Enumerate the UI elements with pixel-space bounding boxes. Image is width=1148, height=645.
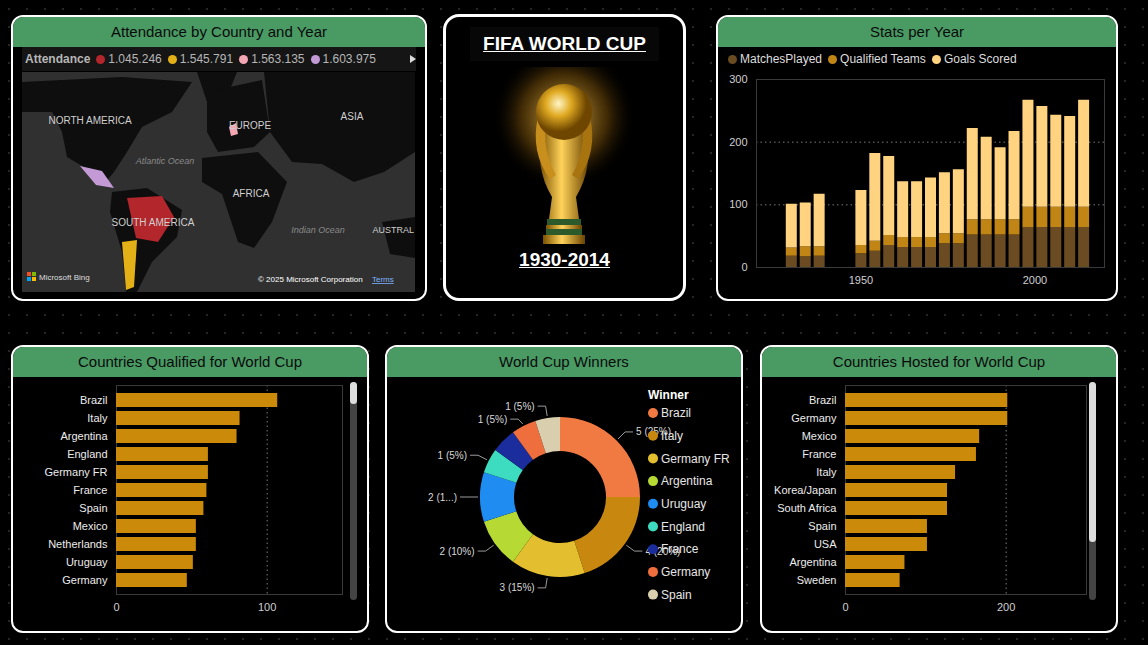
- svg-text:2 (1...): 2 (1...): [428, 492, 457, 503]
- svg-text:Sweden: Sweden: [797, 574, 837, 586]
- svg-text:Italy: Italy: [661, 429, 683, 443]
- svg-text:0: 0: [741, 261, 747, 273]
- svg-text:Spain: Spain: [79, 502, 107, 514]
- svg-text:Korea/Japan: Korea/Japan: [774, 484, 836, 496]
- html-text:Countries Hosted for World Cup: Countries Hosted for World Cup: [832, 353, 1046, 370]
- svg-text:EUROPE: EUROPE: [229, 120, 272, 131]
- html-text:1.545.791: 1.545.791: [179, 52, 234, 66]
- html-text:World Cup Winners: World Cup Winners: [499, 353, 629, 370]
- svg-text:SOUTH AMERICA: SOUTH AMERICA: [112, 217, 195, 228]
- svg-text:Brazil: Brazil: [661, 406, 691, 420]
- svg-text:AFRICA: AFRICA: [233, 188, 270, 199]
- svg-text:© 2025 Microsoft Corporation: © 2025 Microsoft Corporation: [258, 275, 363, 284]
- svg-text:Germany: Germany: [791, 412, 837, 424]
- svg-text:Spain: Spain: [808, 520, 836, 532]
- html-text:Countries Qualified for World: Countries Qualified for World Cup: [78, 353, 302, 370]
- svg-text:South Africa: South Africa: [777, 502, 837, 514]
- svg-text:Mexico: Mexico: [802, 430, 837, 442]
- html-text:Attendance: Attendance: [25, 52, 91, 66]
- svg-text:0: 0: [113, 601, 119, 613]
- svg-text:Brazil: Brazil: [809, 394, 837, 406]
- svg-text:Germany FR: Germany FR: [661, 452, 730, 466]
- svg-text:ASIA: ASIA: [341, 111, 364, 122]
- svg-text:France: France: [802, 448, 836, 460]
- html-text:Qualified Teams: Qualified Teams: [840, 52, 926, 66]
- svg-text:Terms: Terms: [372, 275, 394, 284]
- svg-text:100: 100: [729, 198, 747, 210]
- svg-text:1950: 1950: [849, 274, 873, 286]
- svg-text:France: France: [73, 484, 107, 496]
- svg-text:Uruguay: Uruguay: [66, 556, 108, 568]
- svg-text:Microsoft Bing: Microsoft Bing: [39, 273, 90, 282]
- svg-text:England: England: [67, 448, 107, 460]
- svg-text:Mexico: Mexico: [73, 520, 108, 532]
- svg-text:France: France: [661, 542, 699, 556]
- svg-text:Germany FR: Germany FR: [45, 466, 108, 478]
- svg-text:Argentina: Argentina: [661, 474, 713, 488]
- svg-text:Germany: Germany: [62, 574, 108, 586]
- svg-text:200: 200: [997, 601, 1015, 613]
- svg-text:Argentina: Argentina: [60, 430, 108, 442]
- svg-text:Atlantic Ocean: Atlantic Ocean: [135, 156, 195, 166]
- svg-text:100: 100: [258, 601, 276, 613]
- svg-text:1 (5%): 1 (5%): [505, 401, 534, 412]
- svg-text:3 (15%): 3 (15%): [500, 582, 535, 593]
- svg-text:Italy: Italy: [816, 466, 837, 478]
- svg-text:0: 0: [842, 601, 848, 613]
- svg-text:Indian Ocean: Indian Ocean: [291, 225, 345, 235]
- html-text:Goals Scored: Goals Scored: [943, 52, 1017, 66]
- html-text:1.603.975: 1.603.975: [322, 52, 376, 66]
- svg-text:200: 200: [729, 136, 747, 148]
- html-text:1.563.135: 1.563.135: [251, 52, 305, 66]
- svg-text:Spain: Spain: [661, 588, 692, 602]
- svg-text:England: England: [661, 520, 705, 534]
- html-text:1930-2014: 1930-2014: [519, 249, 610, 270]
- svg-text:2 (10%): 2 (10%): [440, 546, 475, 557]
- svg-text:2000: 2000: [1023, 274, 1047, 286]
- svg-text:USA: USA: [814, 538, 837, 550]
- svg-text:Italy: Italy: [87, 412, 108, 424]
- svg-text:Brazil: Brazil: [80, 394, 108, 406]
- svg-text:Netherlands: Netherlands: [48, 538, 108, 550]
- svg-text:AUSTRAL: AUSTRAL: [372, 225, 414, 235]
- svg-text:NORTH AMERICA: NORTH AMERICA: [48, 115, 131, 126]
- svg-text:Germany: Germany: [661, 565, 710, 579]
- html-text:FIFA WORLD CUP: FIFA WORLD CUP: [483, 33, 646, 54]
- svg-text:Uruguay: Uruguay: [661, 497, 706, 511]
- svg-text:300: 300: [729, 73, 747, 85]
- html-text:1.045.246: 1.045.246: [108, 52, 162, 66]
- html-text:Stats per Year: Stats per Year: [869, 23, 965, 40]
- svg-text:1 (5%): 1 (5%): [438, 450, 467, 461]
- svg-text:1 (5%): 1 (5%): [478, 414, 507, 425]
- html-text:Attendance by Country and Year: Attendance by Country and Year: [111, 23, 327, 40]
- svg-text:Argentina: Argentina: [789, 556, 837, 568]
- html-text:MatchesPlayed: MatchesPlayed: [740, 52, 822, 66]
- svg-text:Winner: Winner: [648, 388, 689, 402]
